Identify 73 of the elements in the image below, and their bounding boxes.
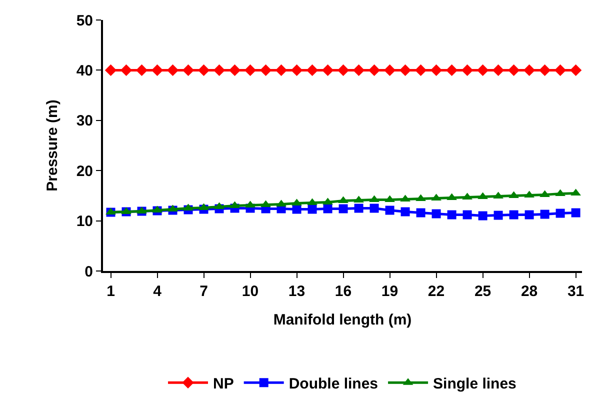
point xyxy=(322,64,334,76)
legend-label: NP xyxy=(213,375,234,392)
y-tick-label: 10 xyxy=(76,213,93,230)
point xyxy=(509,210,518,220)
point xyxy=(368,64,380,76)
point xyxy=(244,64,256,76)
point xyxy=(354,204,364,213)
y-axis-title: Pressure (m) xyxy=(44,100,62,192)
point xyxy=(432,209,441,218)
point xyxy=(136,64,148,76)
point xyxy=(446,64,458,76)
y-tick-label: 20 xyxy=(76,162,93,180)
x-tick-label: 4 xyxy=(153,283,162,300)
point xyxy=(462,210,472,220)
point xyxy=(151,64,164,76)
legend-label: Single lines xyxy=(433,375,516,392)
x-tick-label: 10 xyxy=(242,283,259,300)
point xyxy=(306,64,318,76)
x-tick-label: 1 xyxy=(106,283,115,300)
x-tick-label: 13 xyxy=(288,283,306,300)
point xyxy=(538,64,551,76)
x-tick-label: 28 xyxy=(520,283,538,300)
x-tick-label: 25 xyxy=(474,283,492,300)
point xyxy=(478,211,488,220)
point xyxy=(523,64,536,76)
point xyxy=(447,210,456,220)
point xyxy=(228,64,241,76)
point xyxy=(290,64,303,76)
point xyxy=(476,64,489,76)
point xyxy=(414,64,427,76)
point xyxy=(416,208,426,218)
point xyxy=(152,206,162,213)
point xyxy=(540,210,550,219)
y-tick-label: 40 xyxy=(76,62,93,80)
point xyxy=(524,210,534,220)
point xyxy=(292,204,302,214)
y-tick-label: 0 xyxy=(84,263,93,280)
point xyxy=(400,207,410,216)
point xyxy=(494,210,503,220)
legend-label: Double lines xyxy=(288,375,378,392)
point xyxy=(323,204,332,214)
point xyxy=(198,64,210,76)
point xyxy=(337,64,350,76)
point xyxy=(430,64,442,76)
point xyxy=(352,64,365,76)
point xyxy=(385,206,394,215)
point xyxy=(554,64,566,76)
x-tick-label: 31 xyxy=(567,283,584,300)
point xyxy=(570,64,582,76)
x-tick-label: 7 xyxy=(200,283,208,300)
point xyxy=(308,204,317,214)
x-tick-label: 16 xyxy=(334,283,352,300)
point xyxy=(166,64,179,76)
point xyxy=(120,64,132,76)
point xyxy=(104,64,117,76)
point xyxy=(384,64,396,76)
y-tick-label: 50 xyxy=(76,12,93,30)
point xyxy=(260,64,272,76)
point xyxy=(213,64,226,76)
point xyxy=(571,208,580,218)
point xyxy=(399,64,412,76)
point xyxy=(556,208,565,218)
point xyxy=(182,64,194,76)
x-axis-title: Manifold length (m) xyxy=(273,312,412,328)
point xyxy=(461,64,474,76)
point xyxy=(275,64,288,76)
point xyxy=(370,204,379,213)
point xyxy=(508,64,520,76)
point xyxy=(338,204,348,214)
y-tick-label: 30 xyxy=(76,112,93,130)
x-tick-label: 19 xyxy=(381,283,398,300)
x-tick-label: 22 xyxy=(428,283,445,300)
point xyxy=(492,64,504,76)
